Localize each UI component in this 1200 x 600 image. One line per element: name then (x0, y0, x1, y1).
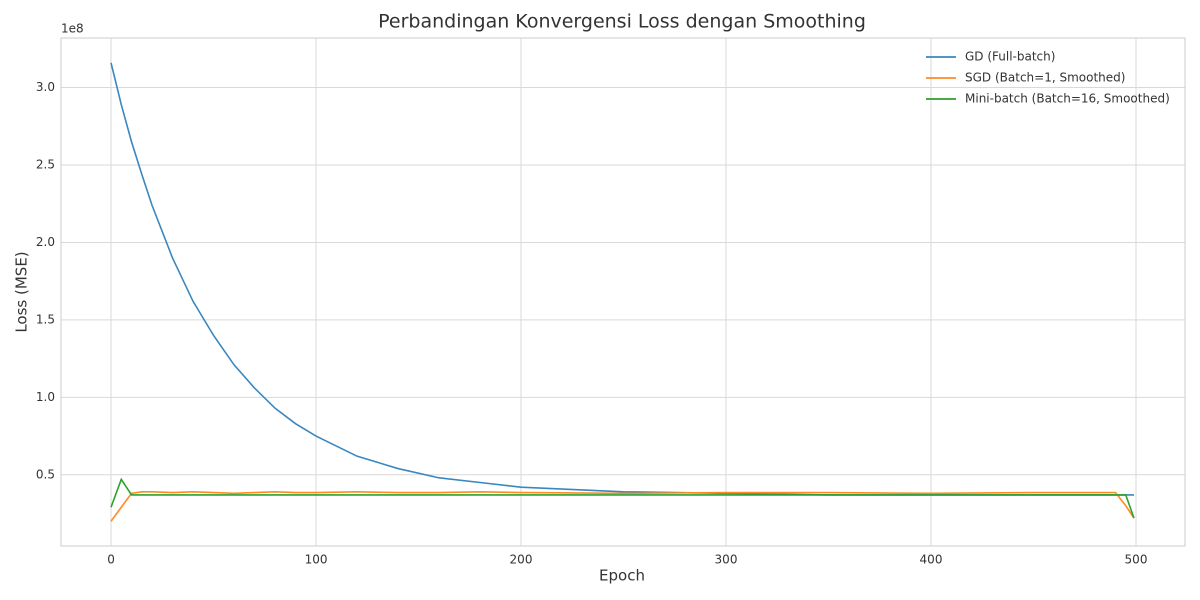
plot-frame (60, 37, 1186, 547)
series-line (110, 62, 1134, 496)
series-line (110, 477, 1135, 519)
x-axis-label: Epoch (599, 567, 645, 585)
y-tick-label: 0.5 (36, 467, 55, 481)
chart-title: Perbandingan Konvergensi Loss dengan Smo… (378, 11, 866, 33)
y-axis-label: Loss (MSE) (13, 251, 31, 332)
y-tick-label: 1.0 (36, 390, 55, 404)
y-offset-label: 1e8 (61, 22, 84, 36)
x-tick-label: 200 (510, 553, 533, 567)
x-tick-label: 100 (305, 553, 328, 567)
x-tick-label: 0 (107, 553, 115, 567)
x-tick-label: 300 (715, 553, 738, 567)
x-tick-label: 400 (920, 553, 943, 567)
legend-label: Mini-batch (Batch=16, Smoothed) (965, 92, 1170, 106)
y-tick-label: 2.5 (36, 158, 55, 172)
y-tick-label: 2.0 (36, 235, 55, 249)
legend-label: GD (Full-batch) (965, 50, 1055, 64)
legend-label: SGD (Batch=1, Smoothed) (965, 71, 1125, 85)
y-tick-label: 3.0 (36, 80, 55, 94)
x-tick-label: 500 (1125, 553, 1148, 567)
series-line (110, 490, 1135, 522)
y-tick-label: 1.5 (36, 312, 55, 326)
